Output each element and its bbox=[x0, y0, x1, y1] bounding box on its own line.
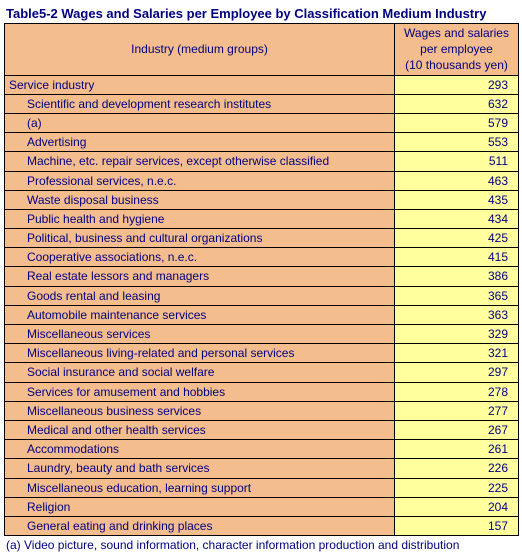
row-value: 415 bbox=[395, 248, 519, 267]
row-industry: Machine, etc. repair services, except ot… bbox=[5, 152, 395, 171]
row-industry: Miscellaneous services bbox=[5, 325, 395, 344]
row-value: 277 bbox=[395, 401, 519, 420]
table-row: General eating and drinking places157 bbox=[5, 516, 519, 535]
row-industry: Real estate lessors and managers bbox=[5, 267, 395, 286]
table-row: Service industry293 bbox=[5, 75, 519, 94]
row-industry: Goods rental and leasing bbox=[5, 286, 395, 305]
table-row: Automobile maintenance services363 bbox=[5, 305, 519, 324]
row-industry: Religion bbox=[5, 497, 395, 516]
row-value: 425 bbox=[395, 229, 519, 248]
table-row: Professional services, n.e.c.463 bbox=[5, 171, 519, 190]
col-industry: Industry (medium groups) bbox=[5, 24, 395, 76]
row-industry: Miscellaneous education, learning suppor… bbox=[5, 478, 395, 497]
table-row: Cooperative associations, n.e.c.415 bbox=[5, 248, 519, 267]
row-industry: Social insurance and social welfare bbox=[5, 363, 395, 382]
table-row: Waste disposal business435 bbox=[5, 190, 519, 209]
row-value: 261 bbox=[395, 440, 519, 459]
row-industry: Automobile maintenance services bbox=[5, 305, 395, 324]
table-row: Goods rental and leasing365 bbox=[5, 286, 519, 305]
row-industry: Medical and other health services bbox=[5, 420, 395, 439]
row-industry: Services for amusement and hobbies bbox=[5, 382, 395, 401]
table-row: Miscellaneous education, learning suppor… bbox=[5, 478, 519, 497]
row-industry: Waste disposal business bbox=[5, 190, 395, 209]
table-row: Social insurance and social welfare297 bbox=[5, 363, 519, 382]
wages-table: Industry (medium groups) Wages and salar… bbox=[4, 23, 519, 536]
row-value: 386 bbox=[395, 267, 519, 286]
row-industry: Service industry bbox=[5, 75, 395, 94]
row-value: 553 bbox=[395, 133, 519, 152]
row-value: 321 bbox=[395, 344, 519, 363]
table-row: Advertising553 bbox=[5, 133, 519, 152]
footnote: (a) Video picture, sound information, ch… bbox=[6, 538, 518, 552]
table-row: Political, business and cultural organiz… bbox=[5, 229, 519, 248]
row-value: 293 bbox=[395, 75, 519, 94]
row-industry: Scientific and development research inst… bbox=[5, 94, 395, 113]
row-value: 278 bbox=[395, 382, 519, 401]
row-value: 204 bbox=[395, 497, 519, 516]
table-row: Religion204 bbox=[5, 497, 519, 516]
table-row: Laundry, beauty and bath services226 bbox=[5, 459, 519, 478]
row-industry: Accommodations bbox=[5, 440, 395, 459]
row-industry: Laundry, beauty and bath services bbox=[5, 459, 395, 478]
table-row: Real estate lessors and managers386 bbox=[5, 267, 519, 286]
row-value: 267 bbox=[395, 420, 519, 439]
table-row: Miscellaneous business services277 bbox=[5, 401, 519, 420]
table-row: (a)579 bbox=[5, 113, 519, 132]
row-value: 511 bbox=[395, 152, 519, 171]
row-industry: Cooperative associations, n.e.c. bbox=[5, 248, 395, 267]
table-row: Medical and other health services267 bbox=[5, 420, 519, 439]
row-value: 435 bbox=[395, 190, 519, 209]
table-title: Table5-2 Wages and Salaries per Employee… bbox=[6, 6, 518, 21]
row-industry: Public health and hygiene bbox=[5, 209, 395, 228]
row-industry: Advertising bbox=[5, 133, 395, 152]
table-row: Machine, etc. repair services, except ot… bbox=[5, 152, 519, 171]
table-row: Services for amusement and hobbies278 bbox=[5, 382, 519, 401]
row-value: 363 bbox=[395, 305, 519, 324]
table-row: Miscellaneous living-related and persona… bbox=[5, 344, 519, 363]
row-industry: General eating and drinking places bbox=[5, 516, 395, 535]
row-value: 632 bbox=[395, 94, 519, 113]
row-value: 226 bbox=[395, 459, 519, 478]
row-value: 365 bbox=[395, 286, 519, 305]
row-industry: Political, business and cultural organiz… bbox=[5, 229, 395, 248]
row-value: 297 bbox=[395, 363, 519, 382]
row-industry: Miscellaneous living-related and persona… bbox=[5, 344, 395, 363]
table-row: Miscellaneous services329 bbox=[5, 325, 519, 344]
header-row: Industry (medium groups) Wages and salar… bbox=[5, 24, 519, 76]
row-value: 434 bbox=[395, 209, 519, 228]
col-wages: Wages and salariesper employee(10 thousa… bbox=[395, 24, 519, 76]
row-value: 329 bbox=[395, 325, 519, 344]
row-value: 157 bbox=[395, 516, 519, 535]
table-row: Accommodations261 bbox=[5, 440, 519, 459]
row-industry: Miscellaneous business services bbox=[5, 401, 395, 420]
row-industry: (a) bbox=[5, 113, 395, 132]
row-value: 579 bbox=[395, 113, 519, 132]
row-value: 225 bbox=[395, 478, 519, 497]
table-row: Scientific and development research inst… bbox=[5, 94, 519, 113]
row-industry: Professional services, n.e.c. bbox=[5, 171, 395, 190]
row-value: 463 bbox=[395, 171, 519, 190]
table-row: Public health and hygiene434 bbox=[5, 209, 519, 228]
